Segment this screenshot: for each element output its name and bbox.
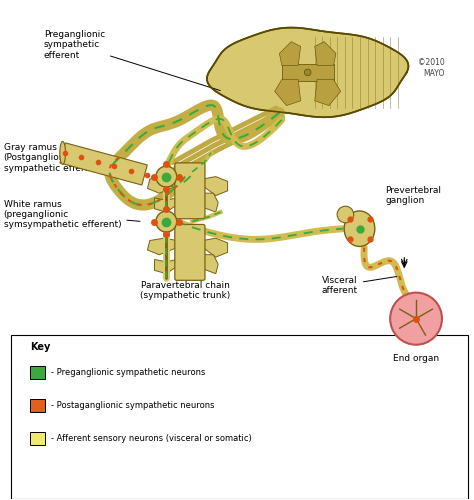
Text: Paravertebral chain
(sympathetic trunk): Paravertebral chain (sympathetic trunk) xyxy=(140,281,230,300)
Text: Prevertebral
ganglion: Prevertebral ganglion xyxy=(385,186,441,205)
Circle shape xyxy=(390,292,442,344)
Text: Key: Key xyxy=(30,342,50,352)
Text: Preganglionic
sympathetic
efferent: Preganglionic sympathetic efferent xyxy=(44,30,220,90)
Polygon shape xyxy=(155,198,177,212)
Text: White ramus
(preganglionic
symsympathetic efferent): White ramus (preganglionic symsympatheti… xyxy=(4,200,140,230)
Circle shape xyxy=(304,69,311,75)
Text: ©2010
MAYO: ©2010 MAYO xyxy=(418,58,444,78)
Polygon shape xyxy=(207,28,409,117)
Polygon shape xyxy=(279,42,301,66)
Ellipse shape xyxy=(344,211,375,246)
FancyBboxPatch shape xyxy=(30,432,45,445)
FancyBboxPatch shape xyxy=(175,224,205,280)
Text: End organ: End organ xyxy=(393,354,439,363)
Polygon shape xyxy=(155,260,177,274)
Text: Visceral
afferent: Visceral afferent xyxy=(322,276,397,295)
Polygon shape xyxy=(203,254,218,274)
Polygon shape xyxy=(275,80,301,106)
Circle shape xyxy=(156,166,177,187)
Polygon shape xyxy=(60,143,147,185)
Polygon shape xyxy=(282,64,334,81)
Polygon shape xyxy=(315,80,341,106)
Text: Gray ramus
(Postganglionic
sympathetic efferent): Gray ramus (Postganglionic sympathetic e… xyxy=(4,143,126,176)
Polygon shape xyxy=(203,238,228,257)
FancyBboxPatch shape xyxy=(30,366,45,379)
Polygon shape xyxy=(147,176,177,193)
Polygon shape xyxy=(315,42,336,66)
Text: - Preganglionic sympathetic neurons: - Preganglionic sympathetic neurons xyxy=(51,368,205,376)
Polygon shape xyxy=(147,238,177,254)
Polygon shape xyxy=(203,193,218,212)
Circle shape xyxy=(156,211,177,232)
Polygon shape xyxy=(203,176,228,196)
Text: - Postaganglionic sympathetic neurons: - Postaganglionic sympathetic neurons xyxy=(51,401,214,410)
FancyBboxPatch shape xyxy=(30,398,45,412)
Ellipse shape xyxy=(60,142,65,165)
FancyBboxPatch shape xyxy=(175,163,205,218)
Ellipse shape xyxy=(337,206,354,223)
Text: - Afferent sensory neurons (visceral or somatic): - Afferent sensory neurons (visceral or … xyxy=(51,434,252,443)
